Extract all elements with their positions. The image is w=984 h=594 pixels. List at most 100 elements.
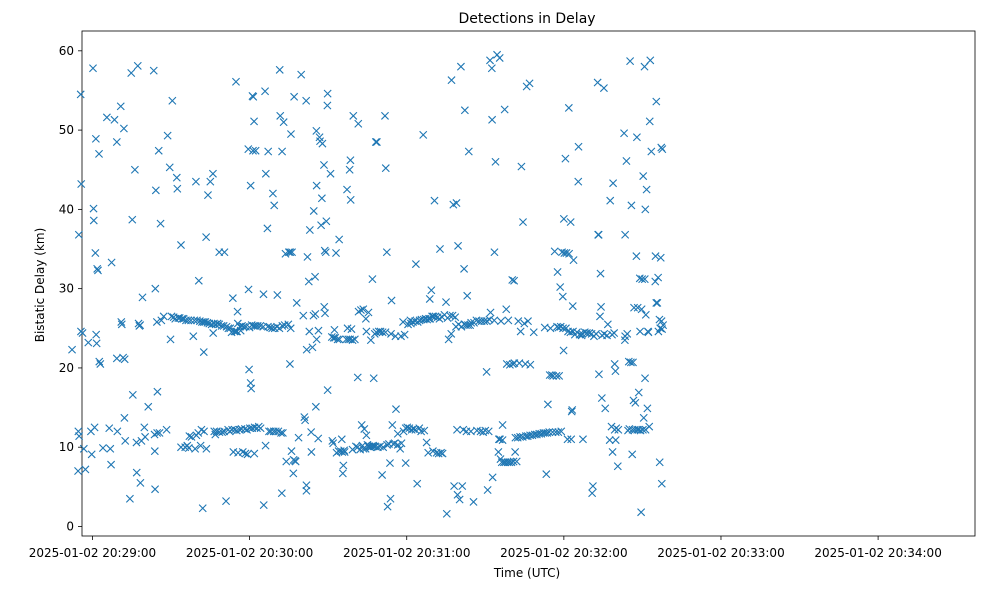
data-point	[442, 509, 451, 518]
data-point	[79, 444, 88, 453]
data-point	[93, 264, 102, 273]
data-point	[113, 427, 122, 436]
data-point	[564, 103, 573, 112]
data-point	[466, 321, 475, 330]
data-point	[407, 425, 416, 434]
data-point	[381, 164, 390, 173]
data-point	[488, 115, 497, 124]
data-point	[191, 177, 200, 186]
data-point	[314, 434, 323, 443]
data-point	[332, 248, 341, 257]
data-point	[321, 248, 330, 257]
data-point	[264, 147, 273, 156]
data-point	[575, 330, 584, 339]
data-point	[91, 248, 100, 257]
data-point	[658, 145, 667, 154]
data-point	[567, 407, 576, 416]
data-point	[637, 508, 646, 517]
data-point	[653, 298, 662, 307]
data-point	[419, 130, 428, 139]
data-point	[350, 335, 359, 344]
data-point	[454, 241, 463, 250]
data-point	[231, 77, 240, 86]
data-point	[542, 470, 551, 479]
data-point	[626, 57, 635, 66]
data-point	[386, 494, 395, 503]
data-point	[495, 435, 504, 444]
data-point	[450, 482, 459, 491]
data-point	[289, 469, 298, 478]
y-tick-label: 60	[59, 44, 74, 58]
data-point	[153, 428, 162, 437]
plot-frame	[81, 30, 976, 537]
data-point	[291, 457, 300, 466]
data-point	[495, 53, 504, 62]
data-point	[508, 275, 517, 284]
data-point	[512, 457, 521, 466]
data-point	[525, 79, 534, 88]
data-point	[614, 425, 623, 434]
data-point	[456, 62, 465, 71]
data-point	[309, 206, 318, 215]
data-point	[185, 432, 194, 441]
data-point	[445, 311, 454, 320]
data-point	[353, 373, 362, 382]
data-point	[89, 64, 97, 73]
data-point	[656, 253, 665, 262]
data-point	[335, 335, 344, 344]
data-point	[136, 321, 145, 330]
data-point	[444, 335, 453, 344]
data-point	[434, 449, 443, 458]
data-point	[645, 117, 654, 126]
data-point	[168, 96, 177, 105]
data-point	[268, 324, 277, 333]
data-point	[286, 248, 295, 257]
data-point	[557, 427, 566, 436]
data-point	[244, 145, 253, 154]
data-point	[609, 179, 618, 188]
data-point	[74, 467, 83, 475]
data-point	[98, 444, 107, 452]
data-point	[498, 436, 507, 445]
data-point	[396, 444, 405, 453]
data-point	[282, 457, 291, 466]
data-point	[249, 321, 258, 330]
data-point	[202, 233, 211, 242]
data-point	[186, 316, 195, 325]
data-point	[366, 336, 375, 345]
data-point	[362, 431, 371, 440]
data-point	[290, 92, 299, 101]
data-point	[191, 444, 200, 453]
data-point	[566, 328, 575, 337]
data-point	[93, 266, 102, 275]
data-point	[273, 291, 282, 299]
data-point	[594, 230, 603, 239]
data-point	[285, 359, 294, 368]
data-point	[565, 249, 574, 258]
data-point	[302, 345, 311, 354]
data-point	[312, 181, 321, 190]
data-point	[307, 447, 316, 456]
data-point	[487, 64, 496, 73]
x-tick-label: 2025-01-02 20:30:00	[186, 546, 313, 560]
data-point	[651, 277, 660, 286]
data-point	[197, 425, 206, 434]
data-point	[490, 248, 499, 257]
data-point	[177, 241, 185, 250]
data-point	[116, 102, 125, 111]
data-point	[308, 343, 317, 352]
data-point	[132, 438, 141, 447]
data-point	[517, 162, 526, 171]
data-point	[632, 133, 641, 142]
data-point	[89, 216, 98, 225]
data-point	[399, 317, 408, 326]
data-point	[447, 76, 456, 85]
data-point	[278, 147, 287, 156]
data-point	[107, 258, 116, 267]
data-point	[184, 316, 193, 325]
data-point	[376, 442, 385, 451]
data-point	[508, 359, 517, 368]
data-point	[632, 252, 641, 261]
data-point	[347, 325, 356, 334]
